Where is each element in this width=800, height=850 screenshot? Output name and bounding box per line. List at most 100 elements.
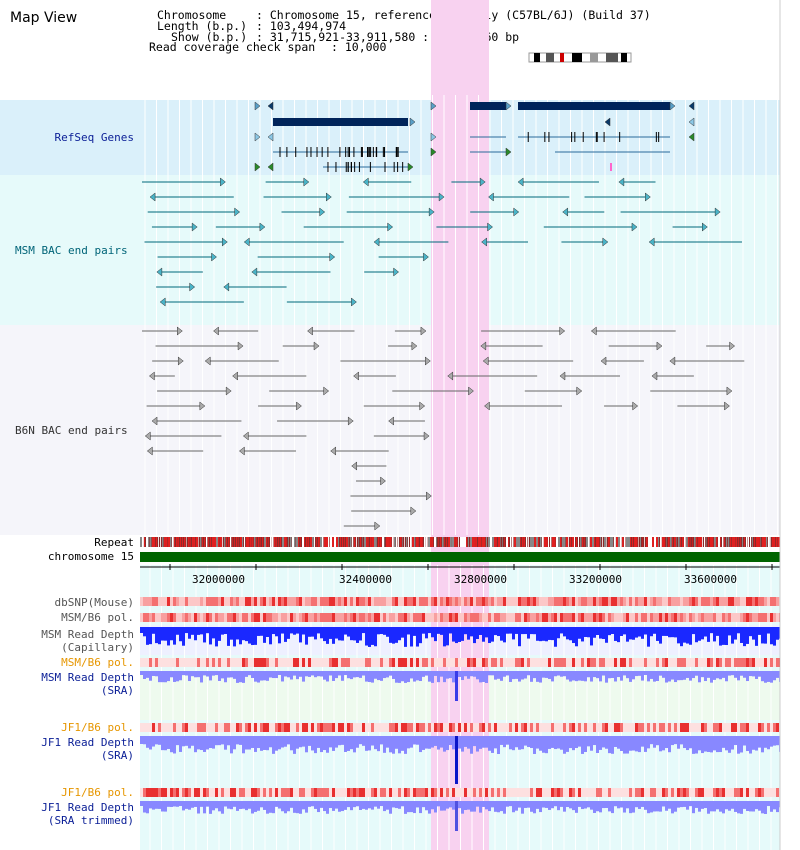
repeat-element	[324, 537, 326, 547]
jf1-sra-depth	[764, 736, 767, 748]
msm-b6-pol-heat	[716, 613, 719, 622]
jf1-b6-pol-heat-2	[572, 788, 575, 797]
jf1-b6-pol-heat	[554, 723, 557, 732]
msm-bac-band	[0, 175, 780, 325]
msm-b6-pol-heat	[734, 613, 737, 622]
msm-sra-depth	[347, 671, 350, 679]
msm-sra-depth	[452, 671, 455, 683]
msm-sra-depth	[353, 671, 356, 678]
repeat-element	[274, 537, 276, 547]
msm-sra-depth	[599, 671, 602, 682]
jf1-b6-pol-heat	[746, 723, 749, 732]
msm-b6-pol-heat-2	[458, 658, 461, 667]
jf1-sra-depth	[188, 736, 191, 749]
msm-b6-pol-heat-2	[467, 658, 470, 667]
dbsnp-heat	[584, 597, 587, 606]
dbsnp-heat	[371, 597, 374, 606]
msm-cap-depth	[329, 627, 332, 639]
jf1-b6-pol-heat	[569, 723, 572, 732]
msm-b6-pol-heat-2	[230, 658, 233, 667]
msm-b6-pol-heat-2	[497, 658, 500, 667]
msm-b6-pol-heat	[728, 613, 731, 622]
msm-cap-depth	[368, 627, 371, 647]
msm-cap-depth	[212, 627, 215, 639]
msm-cap-depth	[347, 627, 350, 637]
msm-b6-pol-heat	[377, 613, 380, 622]
msm-cap-depth	[620, 627, 623, 636]
msm-b6-pol-heat-2	[323, 658, 326, 667]
jf1-trim-depth	[140, 801, 143, 807]
jf1-b6-pol-heat-2	[401, 788, 404, 797]
msm-b6-pol-heat	[167, 613, 170, 622]
msm-b6-pol-heat	[644, 613, 647, 622]
repeat-element	[294, 537, 296, 547]
msm-b6-pol-heat	[401, 613, 404, 622]
msm-cap-depth	[758, 627, 761, 635]
msm-b6-pol-heat	[164, 613, 167, 622]
jf1-trim-depth	[320, 801, 323, 808]
msm-sra-depth	[167, 671, 170, 682]
msm-b6-pol-heat	[224, 613, 227, 622]
msm-sra-depth	[254, 671, 257, 682]
repeat-element	[184, 537, 186, 547]
jf1-sra-depth	[731, 736, 734, 750]
jf1-b6-pol-heat-2	[647, 788, 650, 797]
jf1-b6-pol-heat	[419, 723, 422, 732]
jf1-b6-pol-heat	[458, 723, 461, 732]
msm-sra-depth	[275, 671, 278, 679]
jf1-sra-depth	[290, 736, 293, 751]
jf1-sra-depth	[395, 736, 398, 749]
msm-b6-pol-heat	[593, 613, 596, 622]
msm-cap-depth	[356, 627, 359, 643]
msm-sra-depth	[293, 671, 296, 676]
msm-sra-depth	[623, 671, 626, 676]
jf1-b6-pol-heat	[308, 723, 311, 732]
msm-b6-pol-heat-2	[428, 658, 431, 667]
msm-sra-depth	[572, 671, 575, 681]
jf1-b6-pol-heat	[293, 723, 296, 732]
repeat-element	[386, 537, 389, 547]
dbsnp-heat	[734, 597, 737, 606]
dbsnp-heat	[521, 597, 524, 606]
jf1-sra-depth	[347, 736, 350, 751]
dbsnp-heat	[356, 597, 359, 606]
jf1-b6-pol-heat	[557, 723, 560, 732]
repeat-element	[774, 537, 776, 547]
jf1-sra-depth	[650, 736, 653, 745]
msm-b6-pol-heat	[722, 613, 725, 622]
jf1-sra-depth	[581, 736, 584, 754]
msm-b6-pol-heat	[287, 613, 290, 622]
msm-cap-depth	[143, 627, 146, 637]
msm-b6-pol-heat-2	[362, 658, 365, 667]
jf1-b6-pol-heat	[320, 723, 323, 732]
msm-b6-pol-heat-2	[539, 658, 542, 667]
msm-sra-depth	[188, 671, 191, 682]
repeat-element	[486, 537, 488, 547]
jf1-b6-pol-heat	[704, 723, 707, 732]
msm-b6-pol-heat-2	[554, 658, 557, 667]
jf1-b6-pol-heat-2	[581, 788, 584, 797]
gene-marker	[688, 101, 695, 111]
repeat-element	[632, 537, 634, 547]
jf1-b6-pol-heat-2	[353, 788, 356, 797]
msm-b6-pol-heat	[479, 613, 482, 622]
repeat-element	[594, 537, 595, 547]
repeat-element	[186, 537, 187, 547]
msm-b6-pol-heat-2	[758, 658, 761, 667]
msm-cap-depth	[731, 627, 734, 644]
jf1-b6-pol-heat	[410, 723, 413, 732]
jf1-b6-pol-heat-2	[143, 788, 146, 797]
jf1-b6-pol-heat-2	[770, 788, 773, 797]
jf1-sra-depth	[680, 736, 683, 745]
repeat-element	[356, 537, 357, 547]
jf1-sra-depth	[197, 736, 200, 750]
dbsnp-heat	[581, 597, 584, 606]
jf1-trim-depth	[308, 801, 311, 807]
chromosome-bar	[140, 552, 780, 562]
msm-b6-pol-heat	[410, 613, 413, 622]
msm-cap-depth	[557, 627, 560, 639]
repeat-element	[538, 537, 539, 547]
bac-end	[237, 341, 244, 351]
